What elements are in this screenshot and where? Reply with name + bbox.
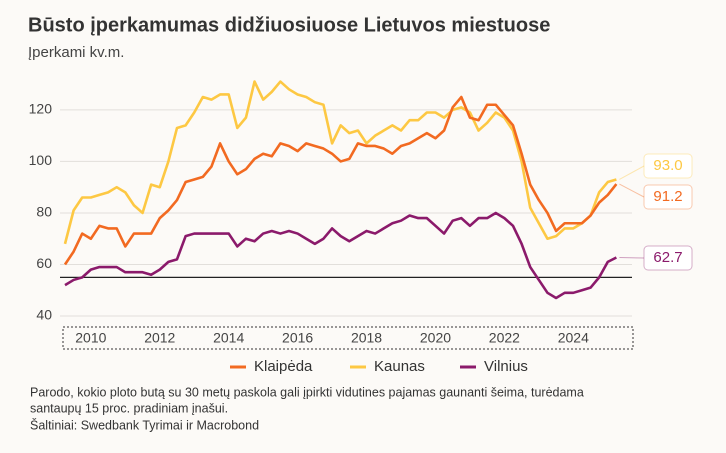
subtitle: Įperkami kv.m. — [28, 44, 124, 61]
x-tick-label: 2018 — [351, 330, 382, 346]
x-axis-box — [62, 326, 634, 350]
x-tick-label: 2024 — [558, 330, 589, 346]
y-tick-label: 80 — [36, 204, 52, 220]
legend-label: Kaunas — [374, 358, 425, 375]
note: Šaltiniai: Swedbank Tyrimai ir Macrobond — [30, 417, 259, 432]
y-tick-label: 120 — [29, 101, 53, 117]
series-line — [64, 211, 617, 300]
x-tick-label: 2022 — [489, 330, 520, 346]
x-tick-label: 2010 — [75, 330, 106, 346]
label-box — [643, 184, 693, 210]
chart-title: Būsto įperkamumas didžiuosiuose Lietuvos… — [28, 14, 550, 36]
end-label: 93.0 — [653, 157, 682, 174]
note: Parodo, kokio ploto butą su 30 metų pask… — [30, 385, 584, 399]
end-label: 62.7 — [653, 249, 682, 266]
label-box — [643, 245, 693, 271]
legend-label: Klaipėda — [254, 358, 313, 375]
y-tick-label: 100 — [29, 152, 53, 168]
label-leader — [619, 165, 645, 180]
x-tick-label: 2020 — [420, 330, 451, 346]
series-line — [63, 95, 618, 266]
end-label: 91.2 — [653, 188, 682, 205]
y-tick-label: 60 — [36, 255, 52, 271]
x-tick-label: 2014 — [213, 330, 244, 346]
x-tick-label: 2016 — [282, 330, 313, 346]
x-tick-label: 2012 — [144, 330, 175, 346]
series-line — [63, 80, 617, 245]
label-leader — [619, 183, 645, 198]
y-tick-label: 40 — [36, 307, 52, 323]
label-box — [643, 153, 693, 179]
legend-label: Vilnius — [484, 358, 528, 375]
note: santaupų 15 proc. pradiniam įnašui. — [30, 401, 228, 415]
